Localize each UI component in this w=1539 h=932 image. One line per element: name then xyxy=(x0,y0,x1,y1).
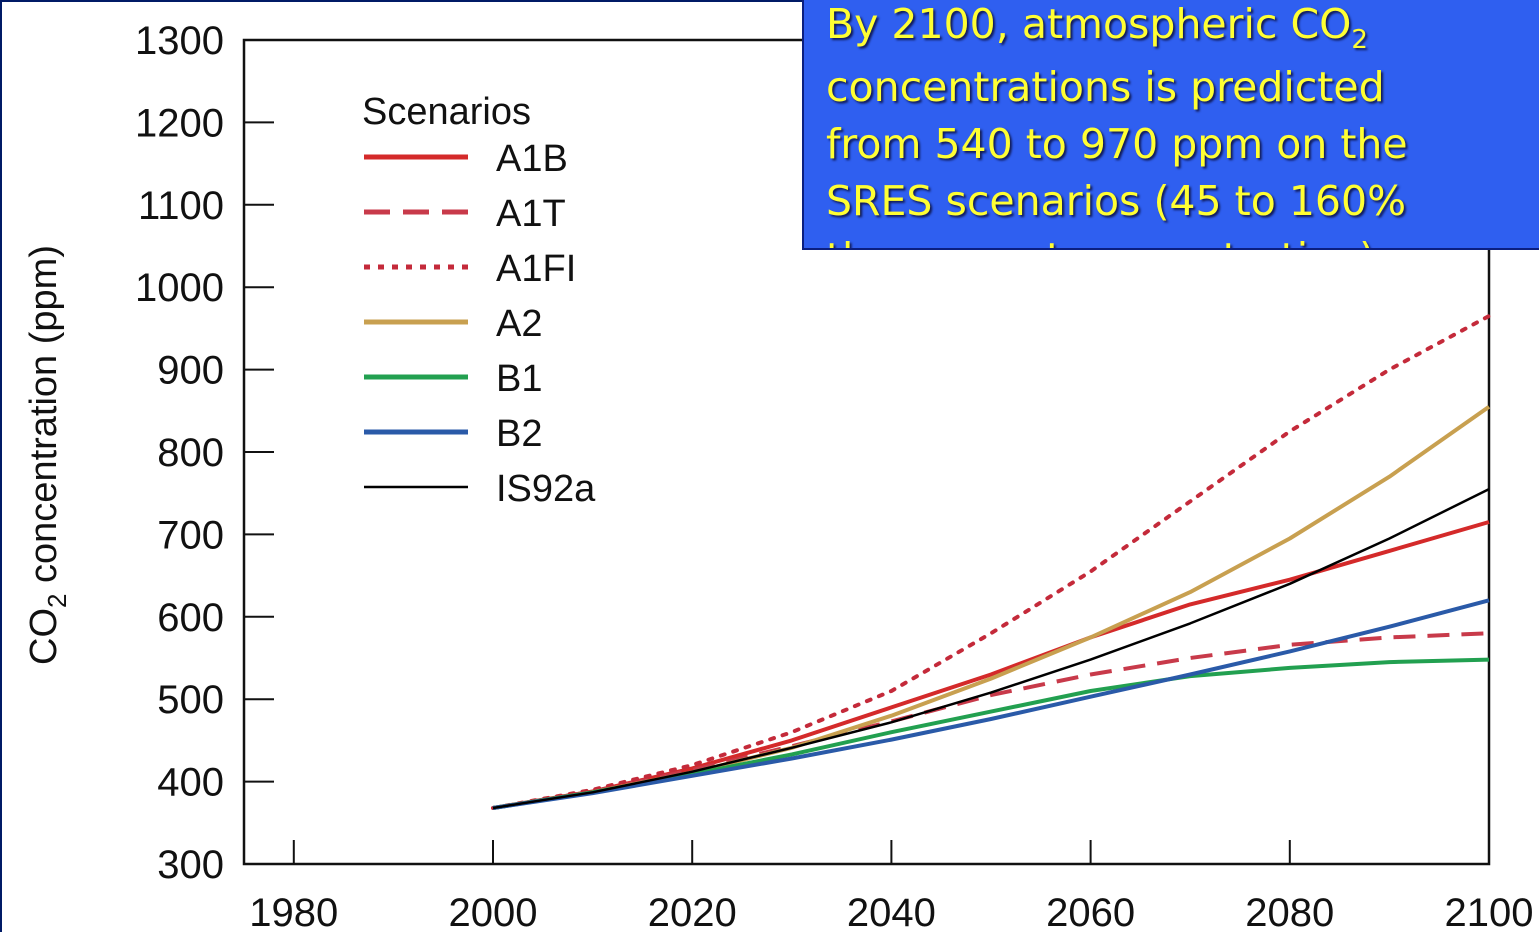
x-tick-label: 2040 xyxy=(847,891,936,932)
series-line-b2 xyxy=(492,598,1490,810)
y-tick-label: 1100 xyxy=(138,184,224,228)
y-tick-label: 800 xyxy=(157,431,224,475)
x-tick-label: 2080 xyxy=(1245,891,1334,932)
y-tick-label: 300 xyxy=(157,843,224,887)
y-tick-label: 400 xyxy=(157,761,224,805)
frame-border-top xyxy=(0,0,1539,2)
legend-label-b2: B2 xyxy=(496,413,542,455)
legend-label-a1t: A1T xyxy=(496,193,566,235)
callout-line-1-subscript: 2 xyxy=(1351,25,1368,55)
callout-line-4: SRES scenarios (45 to 160% xyxy=(826,177,1407,225)
y-axis-title: CO2 concentration (ppm) xyxy=(23,245,72,665)
callout-line-1: By 2100, atmospheric CO2 xyxy=(826,0,1539,59)
series-line-a1fi xyxy=(491,314,1491,810)
frame-border-left xyxy=(0,0,2,932)
legend-label-a2: A2 xyxy=(496,303,542,345)
legend-label-is92a: IS92a xyxy=(496,468,596,510)
chart-legend: Scenarios A1B A1T A1FI A2 B1 B2 IS92a xyxy=(362,91,596,510)
chart-axes: 300 400 500 600 700 800 900 1000 1100 1200 1300 198… xyxy=(135,19,1533,932)
y-axis-title-main: CO xyxy=(23,608,65,665)
x-tick-label: 2020 xyxy=(648,891,737,932)
y-tick-label: 900 xyxy=(157,349,224,393)
legend-label-b1: B1 xyxy=(496,358,542,400)
series-line-a1t xyxy=(492,631,1490,810)
legend-label-a1b: A1B xyxy=(496,138,568,180)
x-tick-label: 2060 xyxy=(1046,891,1135,932)
x-tick-label: 1980 xyxy=(249,891,338,932)
x-tick-label: 2000 xyxy=(449,891,538,932)
callout-line-5: the present concentration) xyxy=(826,230,1539,248)
svg-text:CO2 concentration (ppm): CO2 concentration (ppm) xyxy=(23,245,72,665)
series-line-a1b xyxy=(492,520,1490,810)
y-tick-label: 1000 xyxy=(135,266,224,310)
series-line-is92a xyxy=(492,487,1490,810)
x-tick-label: 2100 xyxy=(1445,891,1534,932)
y-tick-label: 1300 xyxy=(135,19,224,63)
y-tick-label: 1200 xyxy=(135,101,224,145)
legend-label-a1fi: A1FI xyxy=(496,248,576,290)
y-axis-title-rest: concentration (ppm) xyxy=(23,245,65,594)
y-tick-label: 700 xyxy=(157,513,224,557)
callout-line-2: concentrations is predicted xyxy=(826,63,1385,111)
callout-line-1-text: By 2100, atmospheric CO xyxy=(826,0,1352,48)
annotation-callout: By 2100, atmospheric CO2 concentrations … xyxy=(802,0,1539,250)
y-axis-title-subscript: 2 xyxy=(42,594,72,608)
callout-line-3: from 540 to 970 ppm on the xyxy=(826,120,1408,168)
series-line-a2 xyxy=(492,405,1491,810)
y-tick-label: 600 xyxy=(157,596,224,640)
legend-title: Scenarios xyxy=(362,91,531,133)
y-tick-label: 500 xyxy=(157,678,224,722)
chart-series xyxy=(491,314,1491,810)
